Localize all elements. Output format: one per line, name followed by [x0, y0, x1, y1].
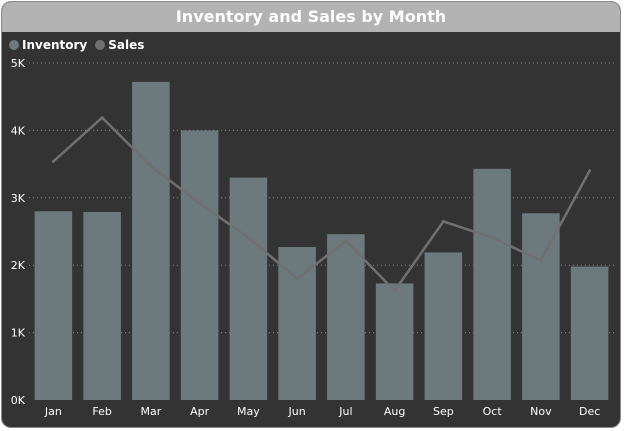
sales-point-aug: [393, 289, 397, 293]
sales-point-mar: [149, 164, 153, 168]
legend-label-inventory: Inventory: [22, 38, 88, 52]
bar-inventory-oct: [473, 168, 511, 400]
sales-point-jun: [295, 277, 299, 281]
bar-inventory-mar: [132, 81, 170, 400]
sales-point-dec: [588, 169, 592, 173]
y-tick-label: 4K: [11, 124, 26, 137]
sales-point-may: [246, 236, 250, 240]
sales-point-sep: [441, 219, 445, 223]
y-tick-label: 2K: [11, 259, 26, 272]
sales-point-oct: [490, 236, 494, 240]
bar-inventory-sep: [424, 252, 463, 400]
sales-point-feb: [100, 116, 104, 120]
sales-point-apr: [198, 201, 202, 205]
x-tick-label: Mar: [140, 405, 161, 418]
sales-point-jul: [344, 239, 348, 243]
y-tick-label: 1K: [11, 327, 26, 340]
bar-inventory-aug: [375, 283, 414, 400]
legend-item-sales[interactable]: Sales: [95, 38, 144, 52]
x-tick-label: Jun: [288, 405, 306, 418]
x-tick-label: Jul: [338, 405, 352, 418]
legend-item-inventory[interactable]: Inventory: [9, 38, 87, 52]
x-tick-label: Apr: [190, 405, 210, 418]
bar-inventory-jul: [327, 234, 365, 400]
sales-point-jan: [51, 159, 55, 163]
x-tick-label: May: [237, 405, 260, 418]
chart-title: Inventory and Sales by Month: [2, 2, 620, 32]
x-tick-label: Nov: [530, 405, 552, 418]
x-tick-label: Aug: [384, 405, 405, 418]
y-tick-label: 0K: [11, 394, 26, 407]
legend-marker-sales: [95, 40, 106, 50]
x-tick-label: Jan: [44, 405, 62, 418]
legend: Inventory Sales: [9, 36, 152, 54]
bar-inventory-feb: [83, 211, 121, 400]
x-tick-label: Dec: [579, 405, 600, 418]
bar-inventory-jan: [34, 211, 73, 400]
legend-marker-inventory: [9, 40, 19, 50]
legend-label-sales: Sales: [108, 38, 145, 52]
bar-inventory-apr: [180, 130, 219, 400]
y-tick-label: 5K: [11, 57, 26, 70]
x-tick-label: Sep: [433, 405, 454, 418]
y-tick-label: 3K: [11, 192, 26, 205]
sales-point-nov: [539, 258, 543, 262]
bar-inventory-may: [229, 177, 268, 400]
x-tick-label: Oct: [483, 405, 503, 418]
bar-inventory-nov: [522, 213, 560, 400]
sales-line: [52, 116, 591, 293]
bar-inventory-dec: [570, 266, 609, 400]
bar-inventory-jun: [278, 247, 316, 400]
x-tick-label: Feb: [92, 405, 111, 418]
